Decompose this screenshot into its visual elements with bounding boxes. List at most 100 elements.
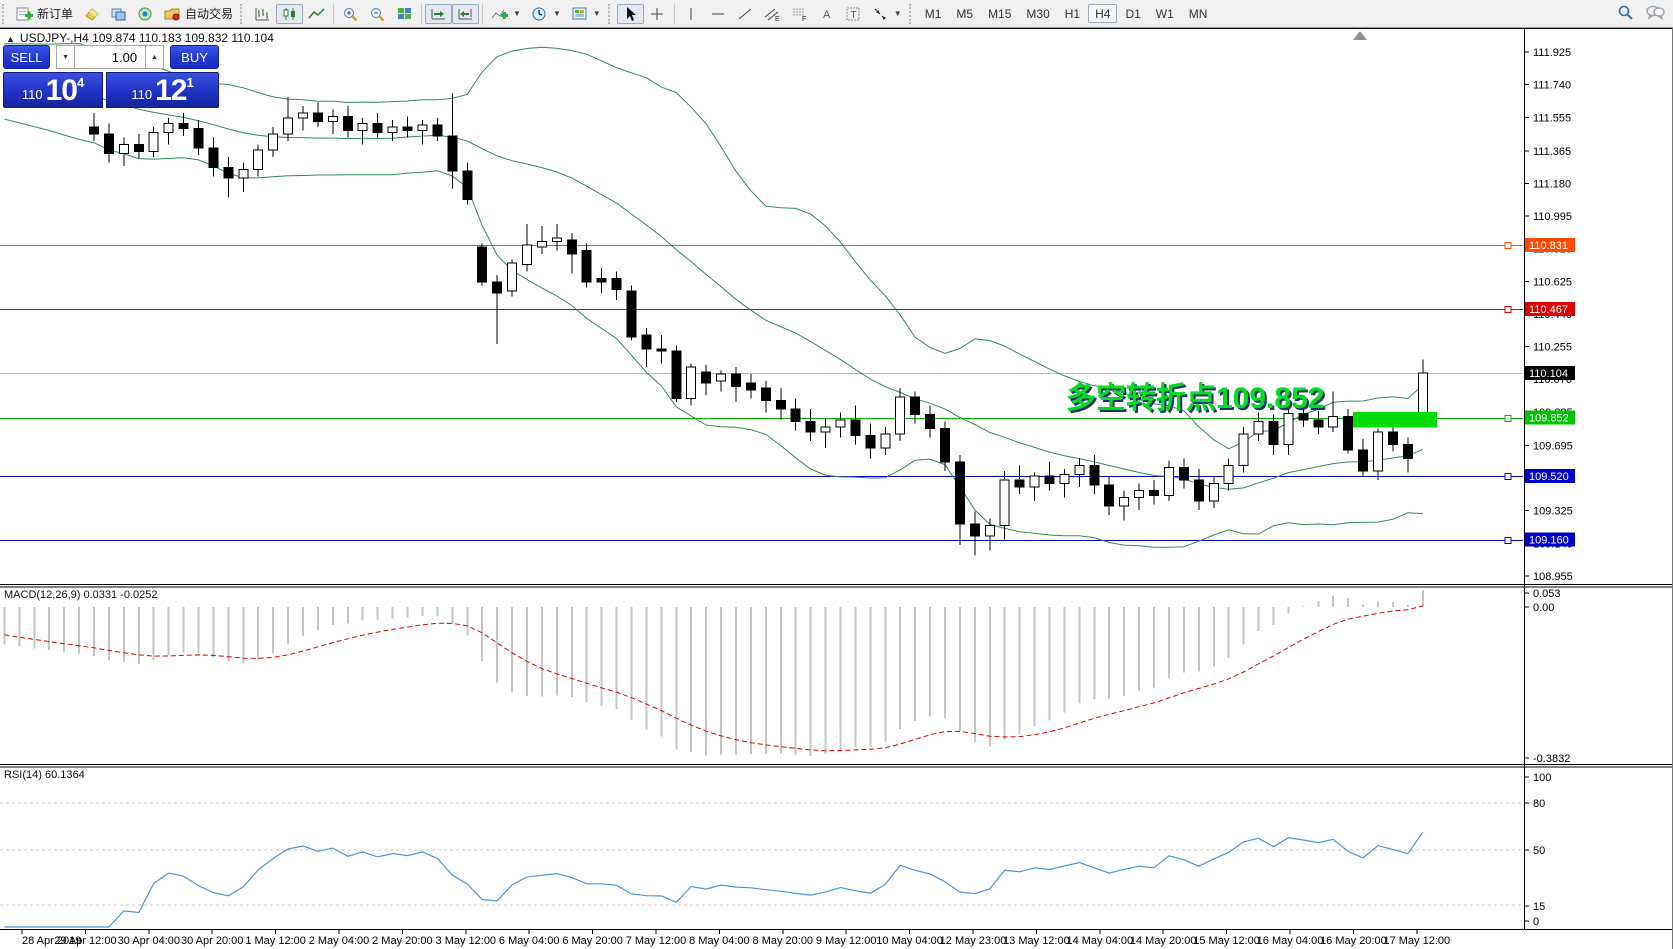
line-chart-icon (308, 6, 325, 22)
cursor-tool-button[interactable] (616, 3, 644, 24)
toolbar-separator (673, 3, 675, 24)
buy-price-tile[interactable]: 110 12 1 (106, 72, 219, 108)
trendline-tool-button[interactable] (732, 4, 759, 24)
candlestick (999, 479, 1010, 527)
volume-down-button[interactable]: ▼ (56, 45, 76, 69)
candlestick (208, 147, 219, 169)
time-axis-label: 8 May 20:00 (753, 935, 814, 947)
bar-chart-icon (254, 6, 271, 22)
candlestick (880, 433, 891, 449)
chart-area[interactable]: 111.925 111.740 111.555 111.365 111.180 110.9… (0, 28, 1673, 949)
hline-handle[interactable] (1504, 473, 1512, 480)
zoom-out-icon (369, 6, 386, 22)
auto-scroll-button[interactable] (425, 3, 453, 24)
time-axis-label: 6 May 20:00 (562, 935, 623, 947)
candlestick (372, 122, 383, 133)
label-tool-button[interactable]: T (840, 4, 867, 24)
text-tool-button[interactable]: A (813, 4, 840, 24)
candlestick (1253, 421, 1264, 435)
charts-profile-button[interactable] (78, 4, 105, 24)
chart-shift-button[interactable] (452, 3, 480, 24)
candlestick (507, 262, 518, 292)
crosshair-tool-button[interactable] (644, 4, 671, 24)
candlestick (850, 419, 861, 437)
annotation-text[interactable]: 多空转折点109.852 (1066, 382, 1324, 415)
price-tick-label: 110.255 (1533, 342, 1572, 354)
cursor-icon (622, 6, 639, 22)
timeframe-h1-button[interactable]: H1 (1064, 7, 1081, 21)
auto-trading-button[interactable]: 自动交易 (159, 4, 238, 24)
candlestick (686, 366, 697, 400)
candlestick (417, 124, 428, 131)
price-badge-label: 110.104 (1529, 368, 1568, 380)
buy-button[interactable]: BUY (170, 45, 219, 69)
one-click-trading-panel: SELL ▼ 1.00 ▲ BUY 110 10 4 110 12 1 (3, 45, 219, 108)
zoom-in-button[interactable] (337, 4, 364, 24)
highlight-box[interactable] (1353, 411, 1437, 428)
timeframe-h4-button[interactable]: H4 (1088, 4, 1118, 23)
candlestick (193, 128, 204, 149)
time-axis-label: 29 Apr 12:00 (54, 935, 116, 947)
candlestick (596, 278, 607, 283)
hline-handle[interactable] (1504, 306, 1512, 313)
price-badge (1525, 366, 1575, 381)
dropdown-arrow-icon: ▼ (552, 9, 561, 18)
candlestick (536, 241, 547, 248)
search-icon[interactable] (1617, 4, 1635, 24)
channel-tool-button[interactable]: E (759, 4, 786, 24)
candlestick-chart-button[interactable] (276, 3, 304, 24)
candlestick (805, 421, 816, 433)
indicators-button[interactable]: ▼ (486, 4, 526, 24)
candlestick (656, 348, 667, 352)
candlestick (820, 426, 831, 433)
sell-price-tile[interactable]: 110 10 4 (3, 72, 103, 108)
profiles-button[interactable] (105, 4, 132, 24)
timeframe-m15-button[interactable]: M15 (988, 7, 1012, 21)
arrows-tool-button[interactable]: ▼ (867, 4, 907, 24)
collapse-panel-icon[interactable]: ▲ (6, 34, 15, 44)
timeframe-m30-button[interactable]: M30 (1026, 7, 1050, 21)
bar-chart-button[interactable] (249, 4, 276, 24)
buy-price-base: 110 (131, 87, 153, 102)
sell-button[interactable]: SELL (3, 45, 51, 69)
vline-tool-button[interactable] (678, 4, 705, 24)
hline-handle[interactable] (1504, 415, 1512, 422)
hline-handle[interactable] (1504, 242, 1512, 249)
candlestick (462, 170, 473, 200)
volume-input[interactable]: 1.00 (75, 45, 146, 69)
rsi-axis-label: 15 (1533, 901, 1545, 913)
new-order-button[interactable]: 新订单 (11, 4, 78, 24)
price-tick-label: 109.695 (1533, 440, 1573, 452)
chart-shift-marker[interactable] (1353, 31, 1367, 40)
rsi-line (4, 831, 1424, 928)
candlestick (940, 428, 951, 463)
timeframe-d1-button[interactable]: D1 (1125, 7, 1141, 21)
hline-tool-button[interactable] (705, 4, 732, 24)
periods-button[interactable]: ▼ (526, 4, 566, 24)
line-chart-button[interactable] (303, 4, 330, 24)
zoom-out-button[interactable] (364, 4, 391, 24)
volume-up-button[interactable]: ▲ (145, 45, 165, 69)
price-tick-label: 110.625 (1533, 276, 1572, 288)
templates-button[interactable]: ▼ (566, 4, 606, 24)
timeframe-w1-button[interactable]: W1 (1155, 7, 1174, 21)
data-center-button[interactable] (132, 4, 159, 24)
price-tick-label: 111.180 (1533, 178, 1571, 190)
candlestick (1283, 413, 1294, 445)
tile-windows-button[interactable] (391, 4, 418, 24)
timeframe-group: M1 M5 M15 M30 H1 H4 D1 W1 MN (918, 4, 1215, 23)
candlestick (925, 414, 936, 430)
time-axis-label: 1 May 12:00 (245, 935, 306, 947)
fibonacci-tool-button[interactable]: F (786, 4, 813, 24)
hline-handle[interactable] (1504, 537, 1512, 544)
toolbar-grip (908, 3, 916, 24)
chat-icon[interactable] (1645, 4, 1665, 24)
candlestick (566, 239, 577, 255)
candlestick (1372, 431, 1383, 472)
timeframe-m5-button[interactable]: M5 (956, 7, 974, 21)
timeframe-mn-button[interactable]: MN (1188, 7, 1208, 21)
rsi-axis-label: 100 (1533, 772, 1551, 784)
timeframe-m1-button[interactable]: M1 (924, 7, 942, 21)
candlestick (611, 278, 622, 290)
rsi-axis-label: 80 (1533, 798, 1545, 810)
